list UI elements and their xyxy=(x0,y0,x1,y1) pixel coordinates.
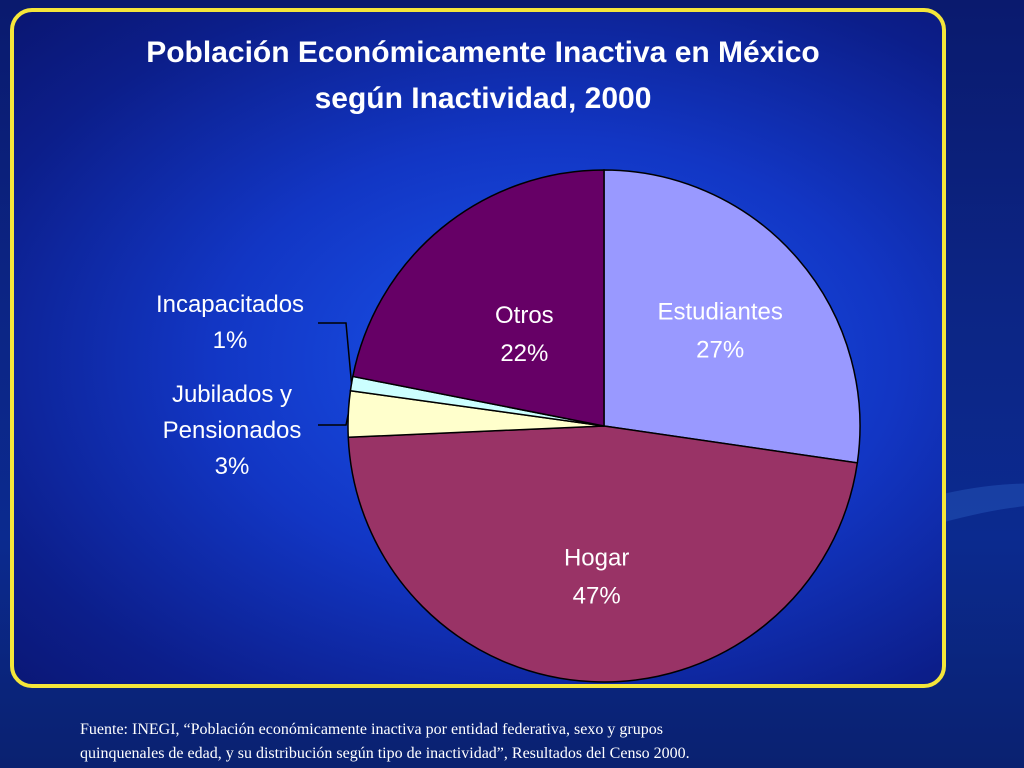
slice-pct-jubilados-y-pensionados: 3% xyxy=(215,453,250,480)
chart-title-line1: Población Económicamente Inactiva en Méx… xyxy=(146,36,820,69)
slice-pct-estudiantes: 27% xyxy=(696,337,744,364)
slice-label-jubilados-y-pensionados: Pensionados xyxy=(163,417,302,444)
slice-label-estudiantes: Estudiantes xyxy=(657,299,782,326)
slice-pct-incapacitados: 1% xyxy=(213,327,248,354)
footnote-line1: Fuente: INEGI, “Población económicamente… xyxy=(80,721,663,738)
pie-slice-otros xyxy=(351,169,605,427)
slice-label-hogar: Hogar xyxy=(564,545,629,572)
footnote-line2: quinquenales de edad, y su distribución … xyxy=(80,745,690,762)
slice-pct-hogar: 47% xyxy=(573,583,621,610)
pie-slices xyxy=(347,169,861,683)
slice-label-incapacitados: Incapacitados xyxy=(156,291,304,318)
slice-label-otros: Otros xyxy=(495,302,554,329)
source-footnote: Fuente: INEGI, “Población económicamente… xyxy=(80,718,940,766)
pie-slice-estudiantes xyxy=(603,169,861,464)
leader-line-incapacitados xyxy=(318,322,353,384)
leader-line-jubilados-y-pensionados xyxy=(318,413,350,426)
chart-title-line2: según Inactividad, 2000 xyxy=(314,82,652,115)
chart-title: Población Económicamente Inactiva en Méx… xyxy=(10,30,956,122)
pie-slice-hogar xyxy=(347,425,859,683)
pie-labels: Estudiantes 27% Hogar 47% Jubilados y Pension… xyxy=(156,291,783,610)
slice-label-jubilados-y-pensionados: Jubilados y xyxy=(172,381,292,408)
slice-pct-otros: 22% xyxy=(500,340,548,367)
